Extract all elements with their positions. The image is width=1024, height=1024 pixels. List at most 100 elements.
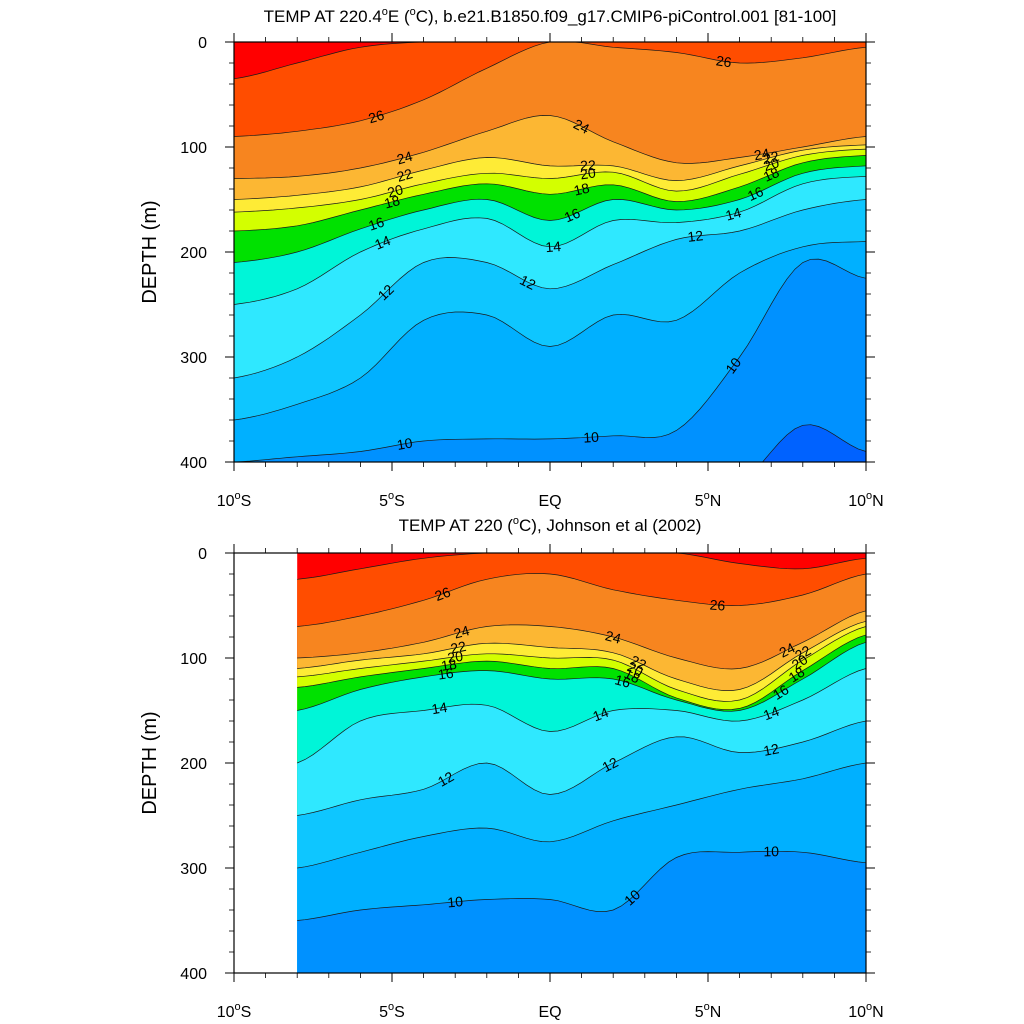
contour-label-20: 20 [579, 164, 597, 182]
contour-label-24: 24 [571, 116, 592, 137]
contour-label-12: 12 [435, 768, 457, 790]
contour-label-26: 26 [709, 596, 726, 613]
contour-label-24: 24 [604, 627, 623, 646]
y-tick-label: 0 [198, 546, 207, 563]
isotherm-12 [297, 720, 866, 816]
contour-label-14: 14 [761, 703, 781, 724]
isotherm-14 [234, 176, 866, 305]
x-tick-label: 5oS [379, 1001, 405, 1021]
contour-label-20: 20 [761, 154, 781, 174]
top-panel-title: TEMP AT 220.4oE (oC), b.e21.B1850.f09_g1… [264, 6, 837, 26]
isotherm-11 [234, 241, 866, 421]
contour-label-14: 14 [724, 204, 743, 224]
contour-label-12: 12 [762, 740, 781, 759]
isotherm-14 [297, 668, 866, 764]
y-tick-label: 300 [180, 861, 207, 878]
x-tick-label: 10oS [217, 490, 252, 510]
y-tick-label: 200 [180, 756, 207, 773]
top-y-axis-label: DEPTH (m) [139, 200, 161, 303]
y-tick-label: 100 [180, 651, 207, 668]
contour-label-16: 16 [745, 183, 766, 204]
contour-label-22: 22 [628, 652, 649, 673]
isotherm-10 [297, 850, 866, 921]
x-tick-label: EQ [538, 493, 561, 510]
contour-label-14: 14 [545, 238, 562, 255]
contour-label-14: 14 [590, 704, 610, 725]
isotherm-18 [297, 634, 866, 710]
contour-label-22: 22 [580, 157, 596, 174]
y-tick-label: 0 [198, 35, 207, 52]
isotherm-18 [234, 155, 866, 232]
top-contour-fields [234, 42, 866, 462]
isotherm-27 [234, 42, 866, 80]
contour-label-18: 18 [382, 192, 401, 211]
temperature-band-10 [234, 259, 866, 462]
contour-label-10: 10 [396, 434, 414, 452]
isotherm-16 [297, 641, 866, 712]
contour-label-14: 14 [372, 232, 393, 253]
y-tick-label: 400 [180, 455, 207, 472]
contour-label-18: 18 [572, 179, 591, 198]
contour-label-20: 20 [789, 651, 811, 673]
contour-label-24: 24 [753, 145, 771, 163]
contour-label-22: 22 [449, 638, 468, 657]
contour-label-22: 22 [762, 148, 781, 168]
top-contour-labels: 2624222018161412102422201816141210262422… [366, 52, 781, 453]
contour-label-20: 20 [386, 181, 405, 201]
bottom-axes-ticks: 0 100 200 300 400 10oS 5oS EQ 5oN 10oN [180, 544, 884, 1021]
x-tick-label: 5oN [695, 490, 722, 510]
contour-label-12: 12 [517, 272, 538, 293]
contour-label-26: 26 [432, 584, 452, 604]
contour-label-10: 10 [583, 429, 600, 446]
contour-label-24: 24 [395, 148, 414, 168]
contour-label-26: 26 [366, 107, 386, 127]
isotherm-12 [234, 199, 866, 379]
isotherm-24 [234, 115, 866, 179]
isotherm-24 [297, 610, 866, 670]
contour-label-16: 16 [437, 665, 455, 683]
contour-label-12: 12 [687, 227, 704, 245]
contour-label-12: 12 [599, 754, 620, 775]
contour-label-18: 18 [786, 663, 808, 685]
contour-label-18: 18 [761, 164, 782, 185]
contour-label-18: 18 [622, 665, 643, 686]
y-tick-label: 200 [180, 245, 207, 262]
contour-label-16: 16 [770, 681, 792, 703]
isotherm-27 [297, 553, 866, 580]
isotherm-16 [234, 165, 866, 263]
contour-label-20: 20 [446, 648, 464, 666]
bottom-y-axis-label: DEPTH (m) [139, 711, 161, 814]
contour-label-26: 26 [715, 52, 733, 70]
x-tick-label: 10oS [217, 1001, 252, 1021]
contour-label-18: 18 [440, 656, 458, 674]
bottom-panel-title: TEMP AT 220 (oC), Johnson et al (2002) [399, 515, 702, 535]
bottom-contour-labels: 2624222018161412102422201816141210262422… [430, 584, 813, 911]
top-axes-ticks: 0 100 200 300 400 10oS 5oS EQ 5oN 10oN [180, 33, 884, 510]
temperature-band-10 [297, 851, 866, 973]
contour-label-16: 16 [366, 214, 386, 234]
bottom-contour-fields [297, 553, 866, 973]
contour-label-20: 20 [625, 658, 646, 679]
contour-label-10: 10 [447, 893, 464, 910]
x-tick-label: 10oN [848, 490, 883, 510]
contour-label-14: 14 [430, 699, 448, 717]
y-tick-label: 300 [180, 350, 207, 367]
y-tick-label: 100 [180, 140, 207, 157]
contour-label-16: 16 [562, 205, 583, 226]
contour-label-24: 24 [452, 622, 471, 642]
top-panel: TEMP AT 220.4oE (oC), b.e21.B1850.f09_g1… [139, 6, 884, 510]
contour-label-22: 22 [395, 165, 415, 185]
isotherm-26 [297, 573, 866, 627]
x-tick-label: 5oN [695, 1001, 722, 1021]
y-tick-label: 400 [180, 966, 207, 983]
contour-label-16: 16 [613, 671, 632, 691]
contour-label-10: 10 [763, 843, 779, 859]
isotherm-26 [234, 42, 866, 137]
x-tick-label: 10oN [848, 1001, 883, 1021]
isotherm-20 [234, 148, 866, 213]
isotherm-20 [297, 626, 866, 702]
isotherm-10 [234, 258, 866, 462]
isotherm-11 [297, 762, 866, 869]
contour-label-22: 22 [792, 642, 814, 664]
